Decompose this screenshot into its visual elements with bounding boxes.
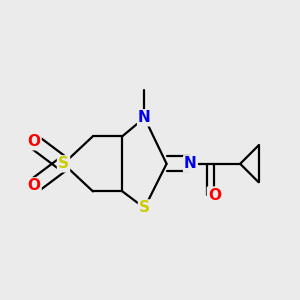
Text: O: O xyxy=(208,188,221,202)
Text: S: S xyxy=(139,200,150,215)
Text: N: N xyxy=(138,110,151,125)
Text: S: S xyxy=(58,156,69,171)
Text: O: O xyxy=(28,178,40,194)
Text: N: N xyxy=(184,156,197,171)
Text: O: O xyxy=(28,134,40,149)
